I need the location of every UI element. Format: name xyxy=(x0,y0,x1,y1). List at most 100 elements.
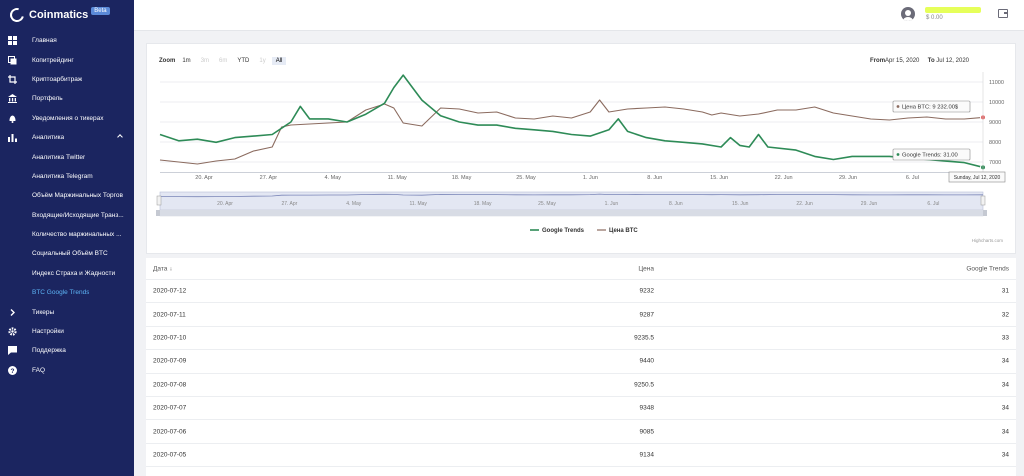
sidebar-item-4[interactable]: Уведомления о тикерах xyxy=(0,109,134,128)
topbar: $ 0.00 xyxy=(134,0,1024,31)
x-tick-label: 1. Jun xyxy=(583,175,598,181)
cell-price: 9440 xyxy=(639,357,654,365)
zoom-btn-3m[interactable]: 3m xyxy=(200,58,210,64)
sidebar-item-15[interactable]: Настройки xyxy=(0,322,134,341)
logo[interactable]: Coinmatics Beta xyxy=(0,0,134,30)
cell-date: 2020-07-10 xyxy=(153,334,187,342)
table-row[interactable]: 2020-07-10 9235.5 33 xyxy=(146,327,1016,351)
sidebar-item-13[interactable]: BTC Google Trends xyxy=(0,283,134,302)
sidebar-item-17[interactable]: ? FAQ xyxy=(0,361,134,380)
legend-label: Google Trends xyxy=(542,228,585,234)
y-tick-label: 8000 xyxy=(989,140,1001,146)
sidebar-item-label: Входящие/Исходящие Транз... xyxy=(32,211,124,219)
sidebar-item-9[interactable]: Входящие/Исходящие Транз... xyxy=(0,206,134,225)
cell-trends: 34 xyxy=(1001,404,1009,412)
gear-icon xyxy=(8,327,17,336)
cell-trends: 33 xyxy=(1001,334,1009,342)
tooltip-dot xyxy=(896,153,900,156)
sidebar-item-6[interactable]: Аналитика Twitter xyxy=(0,147,134,166)
sidebar-item-8[interactable]: Объём Маржинальных Торгов xyxy=(0,186,134,205)
beta-badge: Beta xyxy=(91,7,110,15)
sidebar-item-label: BTC Google Trends xyxy=(32,289,90,297)
sidebar-item-label: Копитрейдинг xyxy=(32,56,74,64)
navigator-tick-label: 6. Jul xyxy=(927,201,939,207)
table-row[interactable]: 2020-07-12 9232 31 xyxy=(146,280,1016,304)
sidebar-item-label: Главная xyxy=(32,37,57,45)
help-icon: ? xyxy=(8,365,17,375)
sidebar-nav: Главная Копитрейдинг Криптоарбитраж Портфел… xyxy=(0,31,134,380)
x-tick-label: 18. May xyxy=(452,175,472,181)
sidebar-item-5[interactable]: Аналитика xyxy=(0,128,134,147)
sidebar-item-3[interactable]: Портфель xyxy=(0,89,134,108)
table-row[interactable]: 2020-07-07 9348 34 xyxy=(146,397,1016,421)
wallet-icon[interactable] xyxy=(998,9,1008,18)
sidebar-item-label: Индекс Страха и Жадности xyxy=(32,269,116,277)
navigator-tick-label: 8. Jun xyxy=(669,201,683,207)
header-date[interactable]: Дата ↓ xyxy=(153,265,173,272)
sidebar-item-1[interactable]: Копитрейдинг xyxy=(0,50,134,69)
zoom-btn-1y[interactable]: 1y xyxy=(259,58,266,64)
user-name-highlight[interactable] xyxy=(925,7,981,13)
navigator-tick-label: 18. May xyxy=(474,201,492,207)
sidebar-item-0[interactable]: Главная xyxy=(0,31,134,50)
chart-credits[interactable]: Highcharts.com xyxy=(972,238,1004,243)
sidebar-item-11[interactable]: Социальный Объём BTC xyxy=(0,244,134,263)
series-line-google-trends xyxy=(159,74,984,169)
sidebar-item-16[interactable]: Поддержка xyxy=(0,341,134,360)
to-label: To xyxy=(927,58,935,64)
x-tick-label: 27. Apr xyxy=(260,175,278,181)
tooltip-text: Google Trends: 31.00 xyxy=(902,153,958,159)
cell-date: 2020-07-09 xyxy=(153,357,187,365)
chat-icon xyxy=(8,346,17,356)
table-row[interactable]: 2020-07-05 9134 34 xyxy=(146,444,1016,468)
navigator-scrollbar-thumb xyxy=(160,210,983,216)
x-tick-label: 25. May xyxy=(516,175,536,181)
table-row[interactable]: 2020-07-09 9440 34 xyxy=(146,350,1016,374)
navigator-tick-label: 25. May xyxy=(538,201,556,207)
chevron-right-icon xyxy=(8,308,17,317)
user-avatar-icon[interactable] xyxy=(901,7,915,21)
sidebar-item-label: Объём Маржинальных Торгов xyxy=(32,192,123,200)
cell-price: 9085 xyxy=(639,428,654,436)
sidebar-item-7[interactable]: Аналитика Telegram xyxy=(0,167,134,186)
tooltip-google-trends: Google Trends: 31.00 xyxy=(892,148,971,161)
navigator-tick-label: 27. Apr xyxy=(281,201,297,207)
navigator-series xyxy=(159,193,984,198)
navigator-tick-label: 29. Jun xyxy=(861,201,878,207)
sidebar-item-10[interactable]: Количество маржинальных ... xyxy=(0,225,134,244)
sidebar-item-label: Аналитика xyxy=(32,134,65,142)
zoom-label: Zoom xyxy=(159,58,176,64)
navigator-handle-left xyxy=(156,195,162,206)
table-row[interactable]: 2020-07-08 9250.5 34 xyxy=(146,374,1016,397)
zoom-btn-1m[interactable]: 1m xyxy=(182,58,191,64)
sidebar-item-2[interactable]: Криптоарбитраж xyxy=(0,70,134,89)
zoom-btn-ytd[interactable]: YTD xyxy=(237,58,250,64)
zoom-btn-all[interactable]: All xyxy=(271,57,287,65)
table-row[interactable]: 2020-07-06 9085 34 xyxy=(146,420,1016,444)
cell-date: 2020-07-05 xyxy=(153,451,187,459)
from-date-input[interactable]: Apr 15, 2020 xyxy=(885,58,920,64)
header-trends[interactable]: Google Trends xyxy=(966,265,1009,272)
zoom-btn-6m[interactable]: 6m xyxy=(219,58,228,64)
header-price[interactable]: Цена xyxy=(638,265,654,272)
x-tick-label: 29. Jun xyxy=(839,175,857,181)
legend-item-google-trends[interactable]: Google Trends xyxy=(530,228,585,234)
sidebar-item-12[interactable]: Индекс Страха и Жадности xyxy=(0,264,134,283)
table-row[interactable]: 2020-07-11 9287 32 xyxy=(146,303,1016,327)
y-tick-label: 10000 xyxy=(989,100,1004,106)
sort-down-icon[interactable]: ↓ xyxy=(169,266,173,272)
sidebar-item-label: Уведомления о тикерах xyxy=(32,114,104,122)
sidebar-item-label: Тикеры xyxy=(32,308,55,316)
sidebar-item-label: Портфель xyxy=(32,95,63,103)
x-tick-label: 8. Jun xyxy=(647,175,662,181)
cell-date: 2020-07-08 xyxy=(153,381,187,389)
dashboard-icon xyxy=(8,36,17,46)
sidebar-item-14[interactable]: Тикеры xyxy=(0,302,134,321)
table-body: 2020-07-12 9232 31 2020-07-11 9287 32 2020-07-… xyxy=(146,280,1016,468)
chart-svg[interactable]: 7000 8000 9000 10000 11000 20. Apr 27. Apr 4. M… xyxy=(147,44,1017,255)
legend-item-btc-price[interactable]: Цена BTC xyxy=(597,228,638,234)
chevron-up-icon[interactable] xyxy=(117,134,123,140)
legend-label: Цена BTC xyxy=(609,228,638,234)
to-date-input[interactable]: Jul 12, 2020 xyxy=(936,58,969,64)
bar-chart-icon xyxy=(8,133,17,143)
